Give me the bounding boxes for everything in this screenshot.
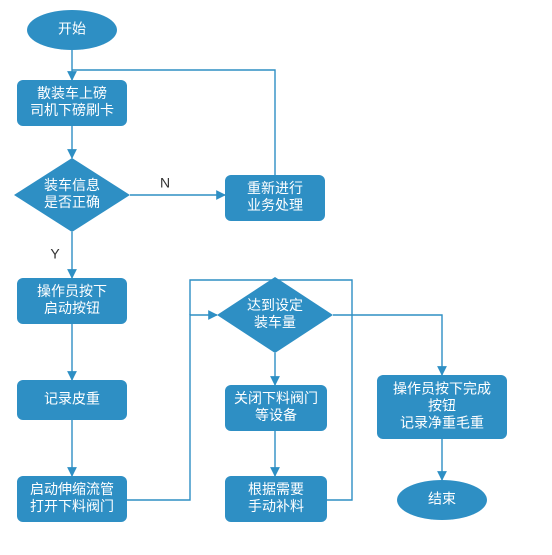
node-label: 司机下磅刷卡	[30, 102, 114, 118]
edge	[333, 315, 442, 375]
node-step4: 启动伸缩流管打开下料阀门	[17, 476, 127, 522]
node-decision1: 装车信息是否正确	[14, 158, 130, 232]
node-label: 达到设定	[247, 297, 303, 313]
node-step2: 操作员按下启动按钮	[17, 278, 127, 324]
node-label: 记录净重毛重	[400, 415, 484, 431]
node-rehandle: 重新进行业务处理	[225, 175, 325, 221]
node-label: 打开下料阀门	[30, 498, 114, 514]
node-label: 关闭下料阀门	[234, 390, 318, 406]
node-label: 装车信息	[44, 177, 100, 193]
node-label: 操作员按下	[37, 283, 107, 299]
node-start: 开始	[27, 10, 117, 50]
node-label: 业务处理	[247, 197, 303, 213]
node-step1: 散装车上磅司机下磅刷卡	[17, 80, 127, 126]
node-label: 散装车上磅	[37, 85, 107, 101]
node-label: 是否正确	[44, 194, 100, 210]
edge-label: N	[160, 175, 170, 191]
node-label: 按钮	[428, 398, 456, 414]
node-label: 开始	[58, 21, 86, 37]
node-label: 启动伸缩流管	[30, 481, 114, 497]
node-label: 等设备	[255, 407, 297, 423]
node-label: 装车量	[254, 314, 296, 330]
node-step7: 操作员按下完成按钮记录净重毛重	[377, 375, 507, 439]
flowchart: NY开始散装车上磅司机下磅刷卡装车信息是否正确重新进行业务处理操作员按下启动按钮…	[0, 0, 552, 555]
node-step5: 关闭下料阀门等设备	[225, 385, 327, 431]
nodes: 开始散装车上磅司机下磅刷卡装车信息是否正确重新进行业务处理操作员按下启动按钮记录…	[14, 10, 507, 522]
node-label: 启动按钮	[44, 300, 100, 316]
node-step6: 根据需要手动补料	[225, 476, 327, 522]
node-label: 操作员按下完成	[393, 381, 491, 397]
node-label: 根据需要	[248, 481, 304, 497]
node-label: 重新进行	[247, 180, 303, 196]
node-label: 手动补料	[248, 498, 304, 514]
node-end: 结束	[397, 480, 487, 520]
node-step3: 记录皮重	[17, 380, 127, 420]
edge	[127, 315, 217, 500]
node-label: 记录皮重	[44, 391, 100, 407]
node-label: 结束	[428, 491, 456, 507]
node-decision2: 达到设定装车量	[217, 277, 333, 353]
edge-label: Y	[50, 246, 60, 262]
